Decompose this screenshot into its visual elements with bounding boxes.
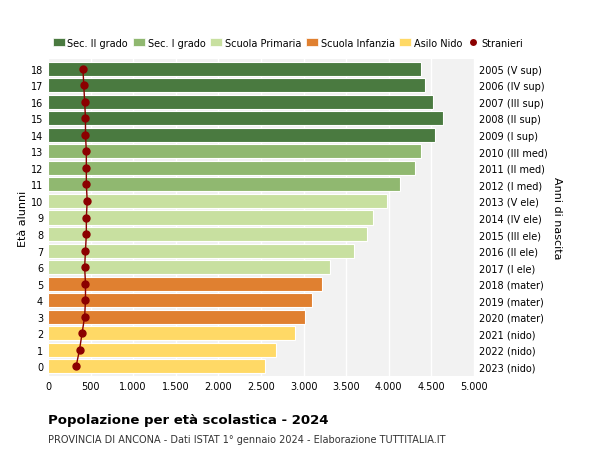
Bar [48,145,421,159]
Bar [48,277,322,291]
Point [79,83,89,90]
Bar [48,244,354,258]
Point [82,231,91,238]
Point [80,132,90,139]
Text: PROVINCIA DI ANCONA - Dati ISTAT 1° gennaio 2024 - Elaborazione TUTTITALIA.IT: PROVINCIA DI ANCONA - Dati ISTAT 1° genn… [48,434,445,444]
Point [80,247,90,255]
Bar [48,359,265,374]
Bar [48,343,277,357]
Legend: Sec. II grado, Sec. I grado, Scuola Primaria, Scuola Infanzia, Asilo Nido, Stran: Sec. II grado, Sec. I grado, Scuola Prim… [53,39,524,49]
Point [82,148,91,156]
Point [80,99,89,106]
Point [80,115,90,123]
Bar [48,129,435,143]
Y-axis label: Anni di nascita: Anni di nascita [551,177,562,259]
Point [75,346,85,353]
Bar [48,310,305,324]
Text: Popolazione per età scolastica - 2024: Popolazione per età scolastica - 2024 [48,413,329,426]
Point [80,264,89,271]
Point [78,66,88,73]
Point [82,214,91,222]
Bar [48,293,312,308]
Point [82,181,91,189]
Bar [48,178,400,192]
Bar [48,95,433,110]
Y-axis label: Età alunni: Età alunni [18,190,28,246]
Bar [48,79,425,93]
Point [80,280,90,288]
Point [77,330,87,337]
Point [82,165,91,172]
Bar [48,62,421,77]
Bar [48,112,443,126]
Bar [48,195,387,208]
Bar [48,228,367,241]
Bar [48,211,373,225]
Bar [48,261,330,274]
Bar [48,162,415,175]
Bar [48,326,295,341]
Point [82,198,92,205]
Point [80,297,90,304]
Point [80,313,89,321]
Point [71,363,81,370]
